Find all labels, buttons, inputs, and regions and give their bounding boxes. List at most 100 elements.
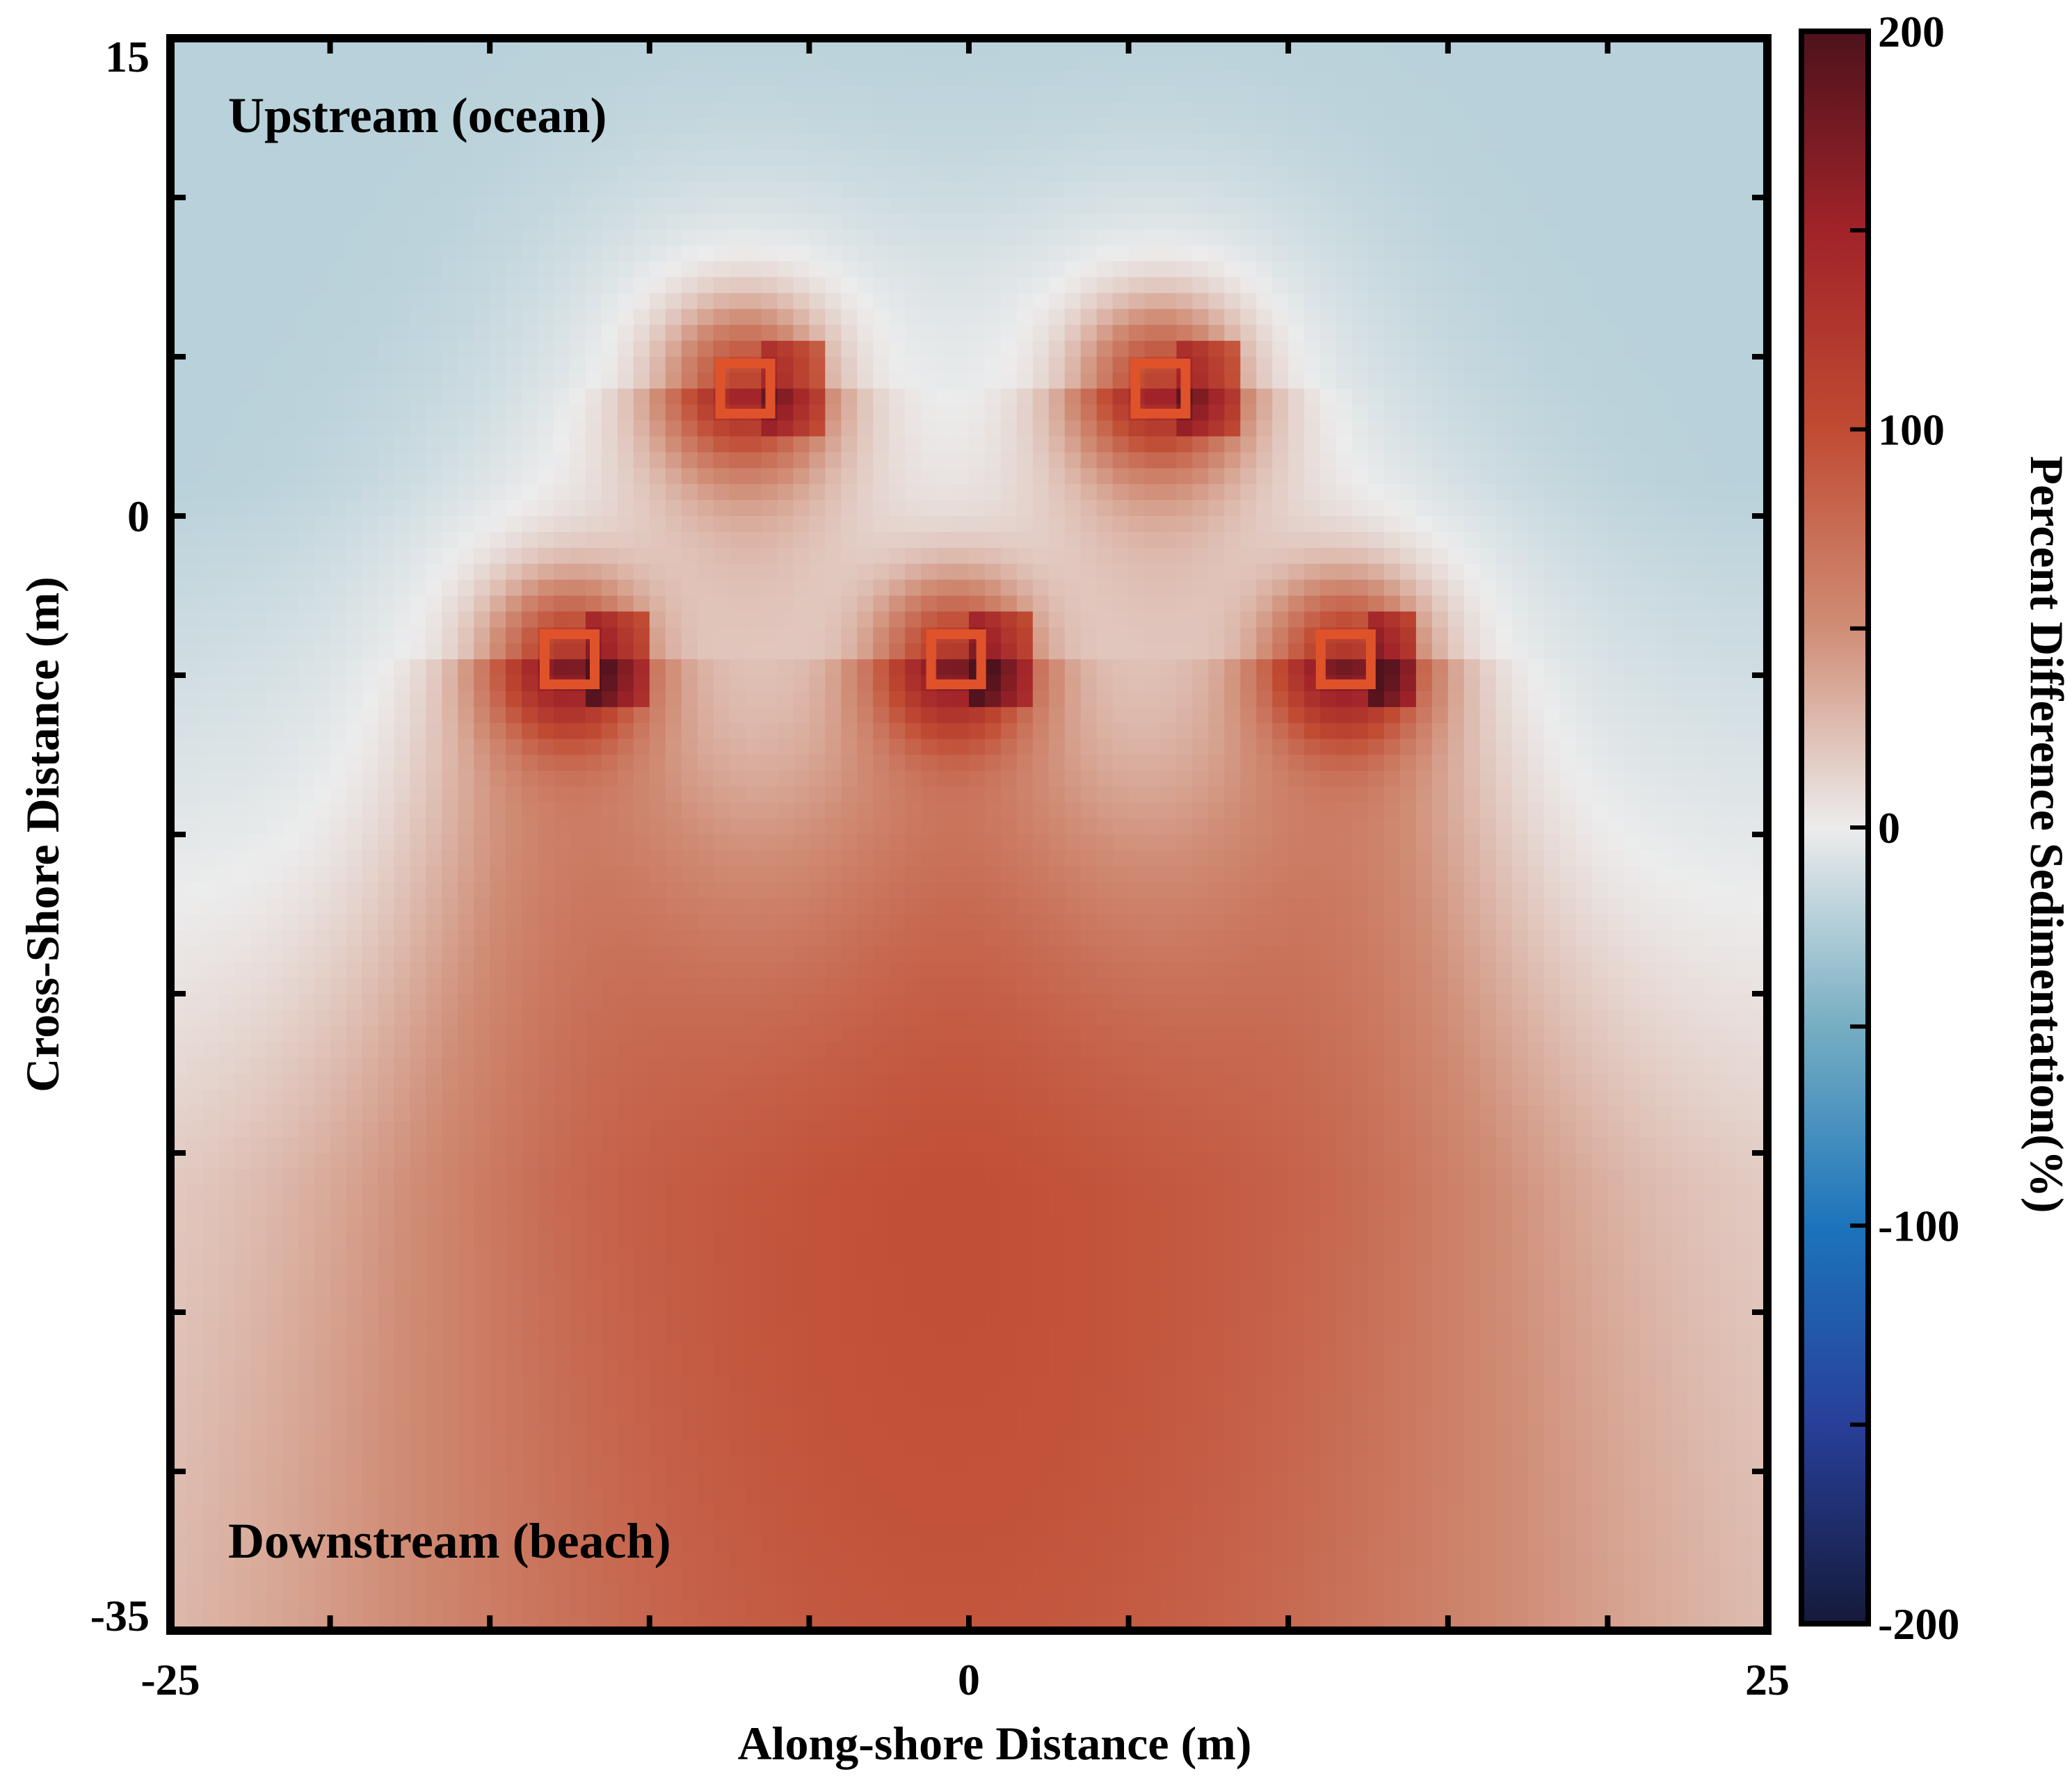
heatmap-cell: [410, 500, 427, 517]
heatmap-cell: [697, 388, 714, 405]
heatmap-cell: [633, 245, 650, 262]
heatmap-cell: [729, 563, 746, 581]
heatmap-cell: [1240, 197, 1258, 214]
heatmap-cell: [1463, 754, 1481, 772]
heatmap-cell: [761, 754, 778, 772]
heatmap-cell: [1144, 245, 1162, 262]
heatmap-cell: [1016, 563, 1034, 581]
heatmap-cell: [809, 770, 826, 788]
heatmap-cell: [1719, 627, 1736, 644]
heatmap-cell: [729, 500, 746, 517]
heatmap-cell: [585, 484, 602, 501]
heatmap-cell: [282, 547, 299, 565]
heatmap-cell: [984, 341, 1002, 357]
heatmap-cell: [1272, 388, 1289, 405]
heatmap-cell: [570, 754, 586, 772]
heatmap-cell: [1431, 770, 1449, 788]
heatmap-cell: [378, 818, 395, 835]
heatmap-cell: [873, 357, 890, 373]
heatmap-cell: [490, 388, 506, 405]
heatmap-cell: [186, 754, 203, 772]
heatmap-cell: [1336, 197, 1353, 214]
heatmap-cell: [1655, 770, 1673, 788]
heatmap-cell: [186, 309, 203, 325]
heatmap-cell: [665, 691, 682, 708]
heatmap-cell: [905, 261, 922, 278]
heatmap-cell: [1591, 818, 1609, 835]
heatmap-cell: [506, 404, 522, 421]
heatmap-cell: [601, 818, 618, 835]
heatmap-cell: [1719, 786, 1736, 803]
heatmap-cell: [474, 372, 490, 389]
heatmap-cell: [1064, 786, 1082, 803]
heatmap-cell: [921, 547, 938, 565]
heatmap-cell: [426, 627, 443, 644]
heatmap-cell: [362, 229, 379, 246]
heatmap-cell: [953, 86, 970, 103]
heatmap-cell: [1527, 722, 1545, 740]
heatmap-cell: [1320, 102, 1337, 119]
heatmap-cell: [1383, 309, 1401, 325]
heatmap-cell: [1336, 659, 1353, 676]
heatmap-cell: [1527, 181, 1545, 198]
heatmap-cell: [394, 102, 411, 119]
heatmap-cell: [713, 229, 730, 246]
heatmap-cell: [857, 802, 874, 819]
heatmap-cells: [170, 38, 1767, 1631]
heatmap-cell: [1543, 388, 1561, 405]
heatmap-cell: [937, 70, 954, 87]
heatmap-cell: [442, 70, 459, 87]
heatmap-cell: [793, 277, 810, 294]
heatmap-cell: [745, 54, 762, 71]
heatmap-cell: [490, 245, 506, 262]
heatmap-cell: [1479, 388, 1497, 405]
heatmap-cell: [745, 531, 762, 549]
heatmap-cell: [474, 691, 490, 708]
heatmap-cell: [1447, 404, 1465, 421]
heatmap-cell: [234, 691, 251, 708]
heatmap-cell: [538, 181, 554, 198]
heatmap-cell: [266, 786, 283, 803]
heatmap-cell: [282, 754, 299, 772]
heatmap-cell: [809, 627, 826, 644]
heatmap-cell: [1463, 150, 1481, 166]
heatmap-cell: [633, 436, 650, 453]
heatmap-cell: [1415, 754, 1433, 772]
heatmap-cell: [713, 659, 730, 676]
heatmap-cell: [1032, 102, 1050, 119]
heatmap-cell: [1048, 213, 1066, 230]
heatmap-cell: [1655, 325, 1673, 341]
heatmap-cell: [1415, 738, 1433, 756]
heatmap-cell: [570, 277, 586, 294]
heatmap-cell: [1256, 86, 1274, 103]
heatmap-cell: [538, 150, 554, 166]
heatmap-cell: [921, 420, 938, 437]
heatmap-cell: [1368, 468, 1385, 485]
heatmap-cell: [1559, 707, 1577, 724]
heatmap-cell: [905, 150, 922, 166]
heatmap-cell: [585, 277, 602, 294]
heatmap-cell: [1128, 722, 1146, 740]
heatmap-cell: [1687, 357, 1704, 373]
heatmap-cell: [1559, 595, 1577, 613]
heatmap-cell: [522, 325, 538, 341]
heatmap-cell: [282, 118, 299, 135]
heatmap-cell: [1463, 691, 1481, 708]
heatmap-cell: [410, 818, 427, 835]
heatmap-cell: [1671, 277, 1688, 294]
heatmap-cell: [1719, 372, 1736, 389]
heatmap-cell: [1336, 309, 1353, 325]
heatmap-cell: [1032, 802, 1050, 819]
heatmap-cell: [745, 277, 762, 294]
heatmap-cell: [1639, 293, 1657, 310]
heatmap-cell: [1479, 579, 1497, 597]
heatmap-cell: [442, 754, 459, 772]
heatmap-cell: [362, 309, 379, 325]
heatmap-cell: [1671, 388, 1688, 405]
heatmap-cell: [649, 404, 666, 421]
heatmap-cell: [1495, 738, 1513, 756]
heatmap-cell: [633, 468, 650, 485]
heatmap-cell: [1415, 786, 1433, 803]
heatmap-cell: [218, 754, 235, 772]
heatmap-cell: [1224, 213, 1242, 230]
